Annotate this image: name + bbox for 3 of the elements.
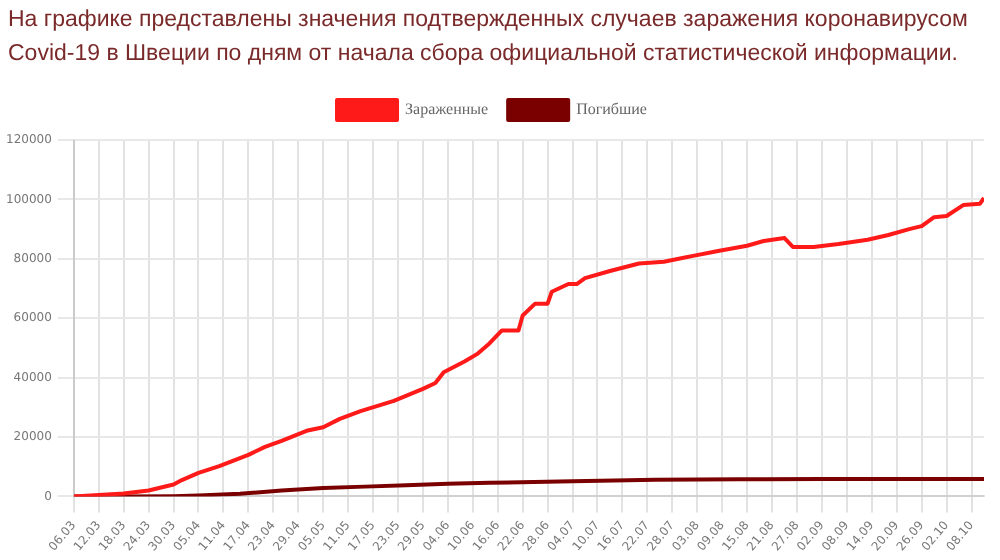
chart-title: На графике представлены значения подтвержденных случаев заражения коронавирусом Covid-19 в Швеции по дням от начала сбора официальной статистической информации. [6, 6, 970, 70]
legend-label: Погибшие [576, 100, 648, 119]
legend-label: Зараженные [405, 100, 490, 119]
